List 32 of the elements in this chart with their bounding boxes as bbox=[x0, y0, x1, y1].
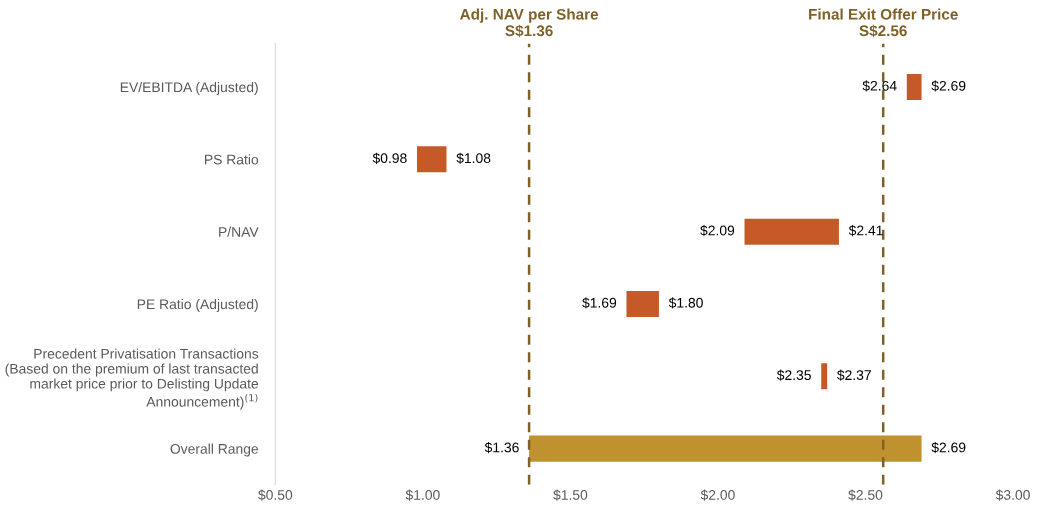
annotation: $2.69 bbox=[931, 441, 966, 454]
annotation: $2.09 bbox=[700, 224, 735, 237]
annotation: $2.64 bbox=[862, 80, 897, 92]
x-tick-label: $3.00 bbox=[995, 489, 1030, 501]
bar bbox=[626, 290, 659, 317]
x-tick-label: $0.50 bbox=[258, 489, 293, 501]
annotation: $2.35 bbox=[776, 369, 811, 381]
annotation: $2.37 bbox=[837, 369, 871, 381]
x-tick-label: $2.00 bbox=[700, 489, 735, 501]
x-tick-label: $1.00 bbox=[405, 489, 440, 501]
bar bbox=[416, 146, 447, 173]
annotation: $2.41 bbox=[848, 224, 883, 237]
y-tick-label: PE Ratio (Adjusted) bbox=[137, 298, 258, 312]
y-tick-label: P/NAV bbox=[219, 226, 259, 237]
y-tick-label: EV/EBITDA (Adjusted) bbox=[120, 81, 258, 95]
ref-line-label: Final Exit Offer Price S$2.56 bbox=[809, 8, 958, 38]
bar bbox=[529, 435, 922, 462]
annotation: $1.36 bbox=[484, 441, 519, 454]
annotation: $2.69 bbox=[931, 80, 966, 92]
y-tick-label: PS Ratio bbox=[205, 154, 259, 165]
bar bbox=[906, 73, 922, 101]
x-tick-label: $2.50 bbox=[848, 489, 883, 501]
x-tick-label: $1.50 bbox=[553, 489, 588, 501]
annotation: $1.08 bbox=[456, 152, 491, 164]
bar bbox=[744, 218, 839, 245]
y-tick-label: Overall Range bbox=[170, 443, 259, 457]
annotation: $1.80 bbox=[668, 297, 703, 309]
bar bbox=[821, 363, 828, 390]
ref-line-label: Adj. NAV per Share S$1.36 bbox=[460, 8, 599, 38]
y-tick-label: Precedent Privatisation Transactions (Based on the premium of last transacted market price prior to Delisting Update Announcement)$^{(1)}$ bbox=[5, 348, 259, 410]
annotation: $1.69 bbox=[582, 297, 617, 309]
annotation: $0.98 bbox=[372, 152, 407, 164]
